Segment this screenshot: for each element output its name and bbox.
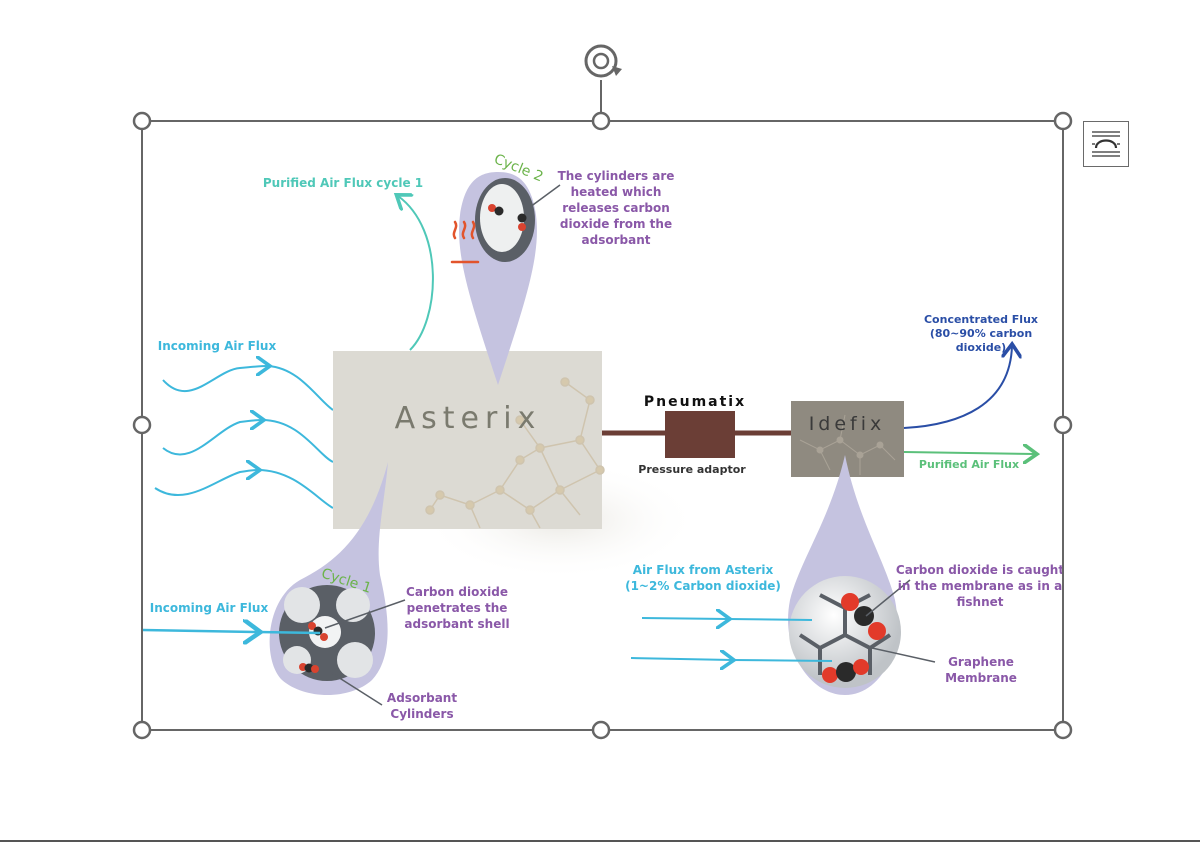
- from-asterix-arrow-1: [641, 618, 728, 619]
- from-asterix-arrow-1-tail: [727, 618, 813, 621]
- purified-cycle1-label: Purified Air Flux cycle 1: [263, 176, 423, 190]
- heat-icon: [450, 220, 480, 264]
- pressure-adaptor-block: [665, 411, 735, 458]
- cycle1-molecule-red-4: [311, 665, 319, 673]
- handle-top-center[interactable]: [591, 111, 611, 131]
- cycle1-cell-center: [309, 616, 341, 648]
- caught-line-3: fishnet: [957, 595, 1004, 609]
- handle-bottom-left[interactable]: [132, 720, 152, 740]
- penetrates-line-2: penetrates the: [407, 601, 508, 615]
- idefix-label: Idefix: [809, 413, 886, 435]
- bottom-rule: [0, 840, 1200, 842]
- concentrated-line-2: (80~90% carbon: [930, 327, 1032, 340]
- idefix-network: [799, 414, 896, 475]
- cycle1-cell-3: [337, 642, 373, 678]
- incoming-bottom-arrow-tail: [257, 630, 321, 635]
- idefix-box: [791, 401, 904, 477]
- graphene-note: Graphene Membrane: [945, 655, 1017, 685]
- incoming-wave-1: [162, 366, 268, 393]
- graphene-leader: [871, 647, 936, 663]
- from-asterix-note: Air Flux from Asterix (1~2% Carbon dioxi…: [625, 563, 781, 593]
- caught-line-1: Carbon dioxide is caught: [896, 563, 1064, 577]
- from-asterix-line-2: (1~2% Carbon dioxide): [625, 579, 781, 593]
- concentrated-note: Concentrated Flux (80~90% carbon dioxide…: [924, 313, 1038, 354]
- rotate-icon[interactable]: [584, 44, 622, 78]
- incoming-wave-1b: [267, 365, 334, 411]
- pressure-adaptor-label: Pressure adaptor: [638, 463, 746, 476]
- handle-bottom-right[interactable]: [1053, 720, 1073, 740]
- incoming-wave-2b: [261, 419, 334, 463]
- cycle1-molecule-red-1: [308, 622, 316, 630]
- penetrates-note: Carbon dioxide penetrates the adsorbant …: [404, 585, 509, 631]
- heated-line-2: heated which: [571, 185, 662, 199]
- purified-flux-arrow: [903, 452, 1035, 454]
- graphene-co2-red-2: [868, 622, 886, 640]
- from-asterix-line-1: Air Flux from Asterix: [633, 563, 774, 577]
- from-asterix-arrow-2-tail: [731, 659, 833, 662]
- purified-flux-label: Purified Air Flux: [919, 458, 1019, 471]
- cycle2-molecule-red-2: [518, 223, 526, 231]
- graphene-co2-red-3: [822, 667, 838, 683]
- handle-bottom-center[interactable]: [591, 720, 611, 740]
- adsorbant-leader: [329, 671, 383, 706]
- penetrates-line-3: adsorbant shell: [404, 617, 509, 631]
- handle-top-left[interactable]: [132, 111, 152, 131]
- resize-handles[interactable]: [132, 111, 1073, 740]
- asterix-network: [425, 377, 605, 529]
- graphene-co2-black-1: [854, 606, 874, 626]
- handle-middle-left[interactable]: [132, 415, 152, 435]
- heated-note: The cylinders are heated which releases …: [558, 169, 675, 247]
- asterix-label: Asterix: [395, 401, 542, 436]
- adsorbant-line-1: Adsorbant: [387, 691, 457, 705]
- caught-leader: [865, 579, 911, 617]
- cycle1-cell-1: [284, 587, 320, 623]
- heated-line-3: releases carbon: [562, 201, 670, 215]
- graphene-co2-red-1: [841, 593, 859, 611]
- concentrated-line-1: Concentrated Flux: [924, 313, 1038, 326]
- heated-leader: [525, 184, 561, 211]
- incoming-wave-3b: [257, 469, 334, 509]
- cycle2-cylinder-inner: [480, 184, 524, 252]
- cycle1-molecule-red-2: [320, 633, 328, 641]
- graphene-co2-black-2: [836, 662, 856, 682]
- from-asterix-arrow-2: [630, 658, 732, 660]
- incoming-wave-2: [162, 420, 262, 456]
- heated-line-1: The cylinders are: [558, 169, 675, 183]
- concentrated-line-3: dioxide): [956, 341, 1006, 354]
- graphene-line-1: Graphene: [948, 655, 1014, 669]
- cycle2-molecule-black-2: [517, 213, 527, 223]
- heated-line-5: adsorbant: [582, 233, 651, 247]
- incoming-wave-3: [154, 470, 258, 497]
- layout-options-icon: [1092, 131, 1120, 157]
- cycle1-cell-2: [336, 588, 370, 622]
- graphene-co2-red-4: [853, 659, 869, 675]
- caught-line-2: in the membrane as in a: [898, 579, 1062, 593]
- incoming-top-label: Incoming Air Flux: [158, 339, 277, 353]
- cycle2-molecule-black: [494, 206, 504, 216]
- adsorbant-note: Adsorbant Cylinders: [387, 691, 457, 721]
- adsorbant-line-2: Cylinders: [390, 707, 453, 721]
- incoming-bottom-arrow: [142, 630, 258, 632]
- caught-note: Carbon dioxide is caught in the membrane…: [896, 563, 1064, 609]
- layout-options-button[interactable]: [1083, 121, 1129, 167]
- handle-middle-right[interactable]: [1053, 415, 1073, 435]
- heated-line-4: dioxide from the: [560, 217, 672, 231]
- cycle2-molecule-red-1: [488, 204, 496, 212]
- penetrates-leader: [324, 599, 406, 629]
- penetrates-line-1: Carbon dioxide: [406, 585, 508, 599]
- pneumatix-label: Pneumatix: [644, 394, 746, 410]
- incoming-bottom-label: Incoming Air Flux: [150, 601, 269, 615]
- purified-cycle1-arrow: [398, 196, 434, 351]
- concentrated-arrow: [903, 346, 1012, 429]
- handle-top-right[interactable]: [1053, 111, 1073, 131]
- graphene-line-2: Membrane: [945, 671, 1017, 685]
